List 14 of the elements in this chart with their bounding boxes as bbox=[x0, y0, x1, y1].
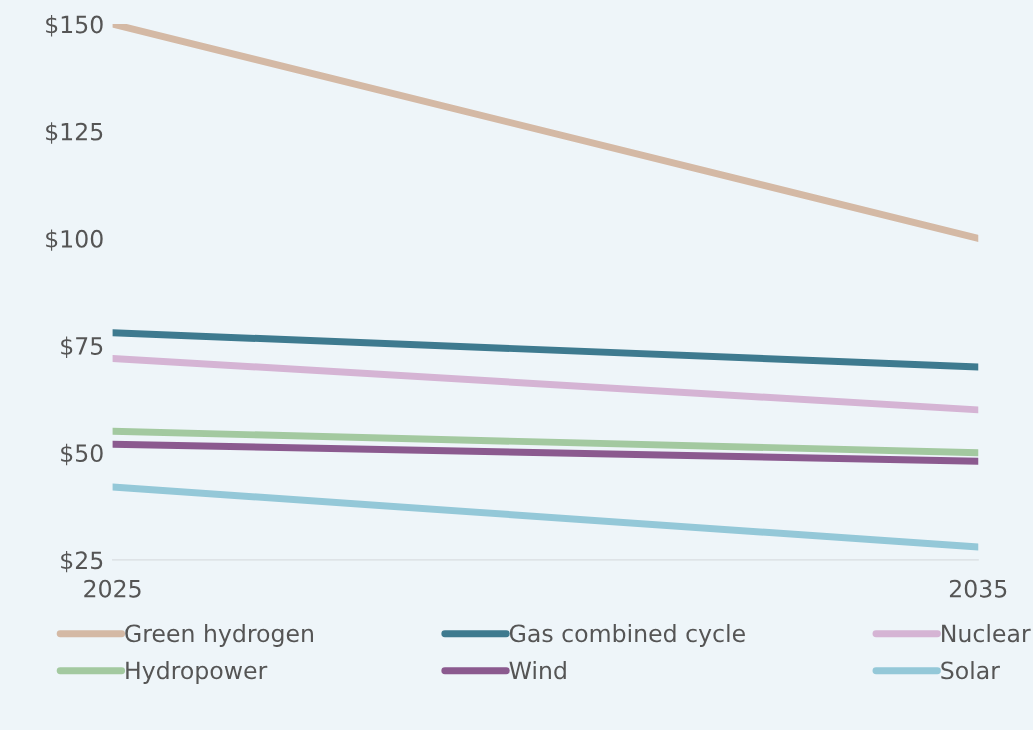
y-tick-label: $75 bbox=[61, 336, 103, 359]
y-tick-label: $100 bbox=[46, 229, 103, 251]
legend-label: Hydropower bbox=[126, 661, 268, 684]
y-tick-label: $150 bbox=[46, 15, 103, 37]
legend-label: Solar bbox=[941, 661, 1000, 680]
legend-label: Nuclear bbox=[942, 624, 1031, 643]
legend-label: Wind bbox=[509, 661, 566, 680]
x-tick-label: 2025 bbox=[84, 579, 141, 598]
x-tick-label: 2035 bbox=[949, 579, 1007, 598]
legend-label: Green hydrogen bbox=[125, 624, 313, 647]
y-tick-label: $25 bbox=[61, 550, 103, 573]
y-tick-label: $50 bbox=[61, 443, 103, 466]
legend-label: Gas combined cycle bbox=[509, 624, 745, 647]
y-tick-label: $125 bbox=[46, 122, 103, 144]
